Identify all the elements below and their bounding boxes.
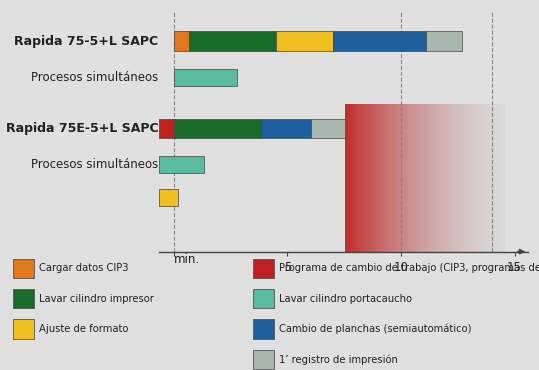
- Bar: [426, 31, 462, 51]
- Text: Procesos simultáneos: Procesos simultáneos: [31, 71, 158, 84]
- Text: Rapida 75-5+L SAPC: Rapida 75-5+L SAPC: [15, 35, 158, 48]
- Text: min.: min.: [174, 253, 200, 266]
- Bar: [333, 31, 426, 51]
- Bar: [159, 156, 204, 173]
- Text: 1’ registro de impresión: 1’ registro de impresión: [279, 354, 398, 364]
- Bar: [174, 118, 261, 138]
- Bar: [261, 118, 311, 138]
- Text: Lavar cilindro impresor: Lavar cilindro impresor: [39, 293, 154, 304]
- Text: Ajuste de formato: Ajuste de formato: [39, 324, 129, 334]
- Bar: [159, 118, 174, 138]
- Text: Procesos simultáneos: Procesos simultáneos: [31, 158, 158, 171]
- Text: Cargar datos CIP3: Cargar datos CIP3: [39, 263, 129, 273]
- Bar: [311, 118, 345, 138]
- Text: Lavar cilindro portacaucho: Lavar cilindro portacaucho: [279, 293, 412, 304]
- Bar: [276, 31, 333, 51]
- Bar: [159, 189, 178, 206]
- Text: Cambio de planchas (semiautomático): Cambio de planchas (semiautomático): [279, 324, 472, 334]
- Bar: [189, 31, 276, 51]
- Text: Rapida 75E-5+L SAPC: Rapida 75E-5+L SAPC: [6, 122, 158, 135]
- Text: Programa de cambio de trabajo (CIP3, programas de lavado): Programa de cambio de trabajo (CIP3, pro…: [279, 263, 539, 273]
- Bar: [174, 69, 237, 85]
- Bar: [174, 31, 189, 51]
